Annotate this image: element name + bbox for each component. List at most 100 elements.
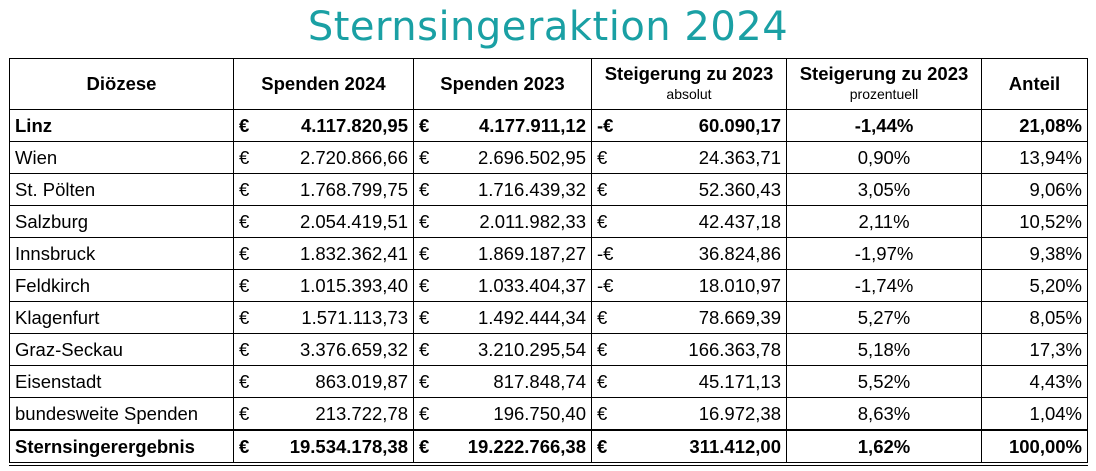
cell-spenden-2023: €1.492.444,34	[413, 301, 592, 334]
amount: 2.011.982,33	[479, 210, 586, 232]
cell-dioezese: Wien	[9, 141, 234, 174]
cell-steigerung-absolut: -€ 60.090,17	[591, 109, 787, 142]
cell-spenden-2023-wrap: €1.869.187,27	[419, 243, 586, 265]
cell-spenden-2024-wrap: €213.722,78	[239, 403, 408, 425]
cell-dioezese: Graz-Seckau	[9, 333, 234, 366]
cell-steigerung-absolut-wrap: €42.437,18	[597, 211, 781, 233]
cell-dioezese: Klagenfurt	[9, 301, 234, 334]
cell-spenden-2023-wrap: €2.696.502,95	[419, 147, 586, 169]
cell-dioezese: Linz	[9, 109, 234, 142]
currency-sign: €	[239, 435, 250, 457]
cell-spenden-2023-wrap: €817.848,74	[419, 371, 586, 393]
cell-spenden-2023-wrap: €196.750,40	[419, 403, 586, 425]
currency-sign: €	[419, 210, 430, 232]
table-row: Salzburg €2.054.419,51 €2.011.982,33 €42.43…	[9, 205, 1088, 238]
cell-spenden-2024-wrap: €863.019,87	[239, 371, 408, 393]
table-row: Klagenfurt €1.571.113,73 €1.492.444,34 €78.…	[9, 301, 1088, 334]
cell-spenden-2024: €19.534.178,38	[233, 429, 414, 466]
cell-steigerung-absolut-wrap: -€ 18.010,97	[597, 275, 781, 297]
currency-sign: -€	[597, 242, 614, 264]
amount: 1.869.187,27	[477, 242, 586, 264]
cell-steigerung-absolut: -€ 18.010,97	[591, 269, 787, 302]
cell-anteil: 9,38%	[981, 237, 1088, 270]
currency-sign: €	[419, 178, 430, 200]
currency-sign: €	[239, 114, 250, 136]
amount: 36.824,86	[698, 242, 781, 264]
cell-spenden-2024-wrap: €2.054.419,51	[239, 211, 408, 233]
currency-sign: €	[419, 402, 430, 424]
currency-sign: €	[419, 146, 430, 168]
header-steigerung-prozentuell: Steigerung zu 2023 prozentuell	[786, 58, 982, 110]
cell-spenden-2023-wrap: €2.011.982,33	[419, 211, 586, 233]
cell-spenden-2023-wrap: €19.222.766,38	[419, 436, 586, 458]
table-row: Wien €2.720.866,66 €2.696.502,95 €24.363,71…	[9, 141, 1088, 174]
currency-sign: €	[419, 114, 430, 136]
cell-anteil: 13,94%	[981, 141, 1088, 174]
amount: 2.720.866,66	[299, 146, 408, 168]
cell-dioezese: Feldkirch	[9, 269, 234, 302]
currency-sign: €	[597, 178, 608, 200]
currency-sign: €	[597, 306, 608, 328]
cell-anteil: 8,05%	[981, 301, 1088, 334]
cell-spenden-2023: €2.011.982,33	[413, 205, 592, 238]
donations-table: Diözese Spenden 2024 Spenden 2023 Steige…	[9, 58, 1088, 466]
table-row: Linz €4.117.820,95 €4.177.911,12 -€ 60.090,1…	[9, 109, 1088, 142]
amount: 42.437,18	[698, 210, 781, 232]
cell-spenden-2023: €2.696.502,95	[413, 141, 592, 174]
cell-spenden-2023-wrap: €1.716.439,32	[419, 179, 586, 201]
amount: 24.363,71	[698, 146, 781, 168]
cell-steigerung-prozentuell: 3,05%	[786, 173, 982, 206]
cell-spenden-2023: €19.222.766,38	[413, 429, 592, 466]
cell-spenden-2024: €213.722,78	[233, 397, 414, 431]
currency-sign: €	[419, 370, 430, 392]
currency-sign: €	[597, 402, 608, 424]
table-row: Eisenstadt €863.019,87 €817.848,74 €45.171,…	[9, 365, 1088, 398]
cell-spenden-2023: €196.750,40	[413, 397, 592, 431]
cell-spenden-2024: €1.768.799,75	[233, 173, 414, 206]
cell-spenden-2023-wrap: €3.210.295,54	[419, 339, 586, 361]
amount: 3.210.295,54	[477, 338, 586, 360]
cell-steigerung-prozentuell: 0,90%	[786, 141, 982, 174]
cell-steigerung-prozentuell: -1,44%	[786, 109, 982, 142]
header-spenden-2024: Spenden 2024	[233, 58, 414, 110]
table-row: Innsbruck €1.832.362,41 €1.869.187,27 -€ 36.…	[9, 237, 1088, 270]
cell-steigerung-absolut: €24.363,71	[591, 141, 787, 174]
amount: 166.363,78	[688, 338, 781, 360]
table-row: bundesweite Spenden €213.722,78 €196.750,4…	[9, 397, 1088, 431]
cell-steigerung-absolut: €45.171,13	[591, 365, 787, 398]
amount: 4.177.911,12	[479, 114, 586, 136]
cell-spenden-2024-wrap: €1.768.799,75	[239, 179, 408, 201]
cell-dioezese: Sternsingerergebnis	[9, 429, 234, 466]
amount: 19.222.766,38	[467, 435, 586, 457]
currency-sign: €	[419, 274, 430, 296]
cell-spenden-2024-wrap: €19.534.178,38	[239, 436, 408, 458]
cell-spenden-2024-wrap: €4.117.820,95	[239, 115, 408, 137]
amount: 4.117.820,95	[301, 114, 408, 136]
cell-spenden-2023-wrap: €1.033.404,37	[419, 275, 586, 297]
cell-dioezese: Salzburg	[9, 205, 234, 238]
amount: 2.696.502,95	[477, 146, 586, 168]
cell-spenden-2023: €3.210.295,54	[413, 333, 592, 366]
header-anteil: Anteil	[981, 58, 1088, 110]
amount: 60.090,17	[698, 114, 781, 136]
cell-dioezese: Innsbruck	[9, 237, 234, 270]
cell-anteil: 10,52%	[981, 205, 1088, 238]
amount: 16.972,38	[698, 402, 781, 424]
cell-steigerung-prozentuell: 5,18%	[786, 333, 982, 366]
currency-sign: €	[597, 435, 608, 457]
currency-sign: €	[239, 242, 250, 264]
table-row: Graz-Seckau €3.376.659,32 €3.210.295,54 €16…	[9, 333, 1088, 366]
amount: 1.832.362,41	[299, 242, 408, 264]
cell-steigerung-absolut: -€ 36.824,86	[591, 237, 787, 270]
currency-sign: €	[239, 146, 250, 168]
cell-spenden-2024-wrap: €1.015.393,40	[239, 275, 408, 297]
cell-steigerung-prozentuell: 2,11%	[786, 205, 982, 238]
amount: 863.019,87	[315, 370, 408, 392]
cell-spenden-2023: €4.177.911,12	[413, 109, 592, 142]
currency-sign: €	[239, 210, 250, 232]
cell-steigerung-absolut: €166.363,78	[591, 333, 787, 366]
cell-spenden-2024: €1.015.393,40	[233, 269, 414, 302]
cell-spenden-2023-wrap: €1.492.444,34	[419, 307, 586, 329]
amount: 1.768.799,75	[299, 178, 408, 200]
cell-anteil: 21,08%	[981, 109, 1088, 142]
